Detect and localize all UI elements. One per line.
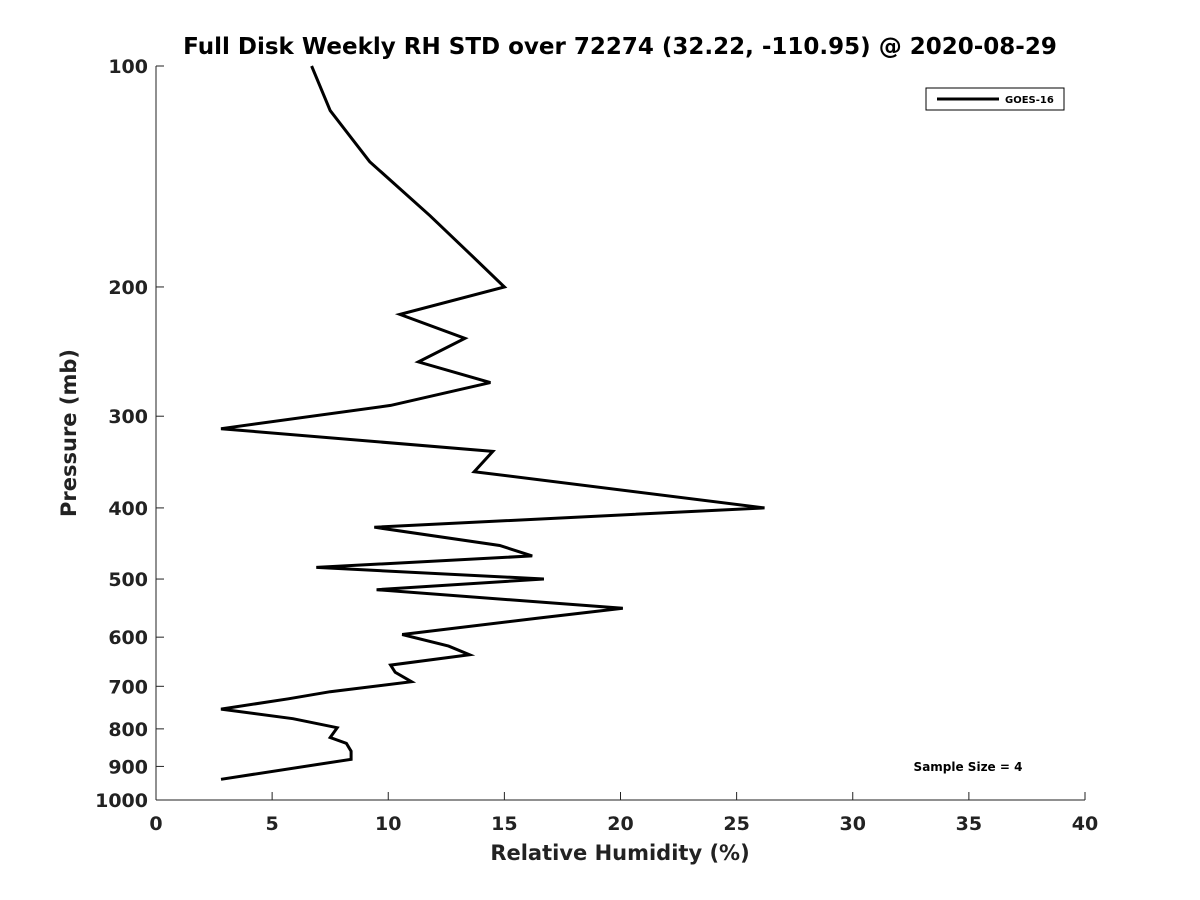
x-tick-label: 25 [723,813,749,835]
x-tick-label: 30 [840,813,866,835]
y-tick-label: 100 [108,56,148,78]
legend: GOES-16 [925,87,1065,111]
x-tick-label: 40 [1072,813,1098,835]
y-tick-label: 200 [108,277,148,299]
x-tick-label: 10 [375,813,401,835]
x-tick-label: 0 [149,813,162,835]
series-line-goes-16 [220,65,765,781]
y-tick-label: 600 [108,627,148,649]
legend-entry-goes-16: GOES-16 [1005,95,1054,106]
y-tick-label: 800 [108,719,148,741]
x-tick-label: 35 [956,813,982,835]
chart-title: Full Disk Weekly RH STD over 72274 (32.2… [183,34,1057,60]
y-axis-ticks: 100 200 300 400 500 600 700 800 900 1000 [95,56,164,812]
y-tick-label: 700 [108,676,148,698]
x-tick-label: 20 [607,813,633,835]
x-axis-label: Relative Humidity (%) [490,841,749,865]
x-axis-ticks: 0 5 10 15 20 25 30 35 40 [149,792,1098,835]
y-tick-label: 1000 [95,790,148,812]
y-tick-label: 300 [108,406,148,428]
y-tick-label: 900 [108,756,148,778]
x-tick-label: 5 [266,813,279,835]
sample-size-annotation: Sample Size = 4 [914,760,1023,774]
x-tick-label: 15 [491,813,517,835]
y-tick-label: 400 [108,498,148,520]
y-axis-label: Pressure (mb) [57,349,81,517]
y-tick-label: 500 [108,569,148,591]
plot-area [220,65,765,781]
